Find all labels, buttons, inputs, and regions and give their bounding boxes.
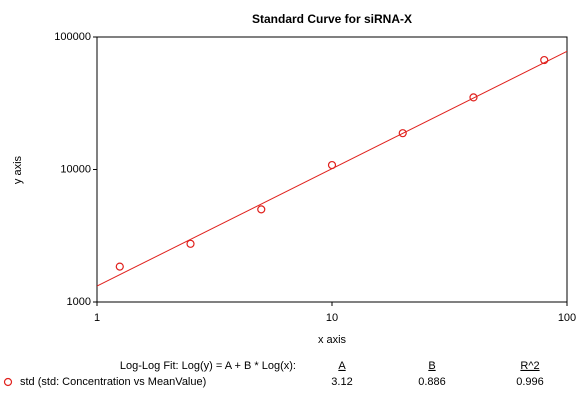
fit-label: Log-Log Fit: Log(y) = A + B * Log(x): xyxy=(120,360,296,372)
y-axis-label: y axis xyxy=(12,155,24,184)
data-point xyxy=(186,239,195,248)
x-axis-label: x axis xyxy=(318,334,347,346)
fit-header: R^2 xyxy=(520,360,539,372)
fit-header: A xyxy=(338,360,346,372)
x-tick-label: 1 xyxy=(94,312,100,324)
data-point xyxy=(115,262,124,271)
fit-value: 3.12 xyxy=(331,376,352,388)
y-tick-label: 1000 xyxy=(67,296,91,308)
y-tick-label: 10000 xyxy=(60,163,91,175)
legend-label: std (std: Concentration vs MeanValue) xyxy=(20,376,206,388)
plot-frame xyxy=(96,36,568,303)
data-point xyxy=(327,160,337,170)
legend-marker xyxy=(3,377,13,387)
data-point xyxy=(257,205,266,214)
y-tick-label: 100000 xyxy=(54,31,91,43)
fit-value: 0.996 xyxy=(516,376,544,388)
data-point xyxy=(398,129,407,138)
data-point xyxy=(540,55,549,65)
fit-header: B xyxy=(428,360,435,372)
fit-value: 0.886 xyxy=(418,376,446,388)
x-tick-label: 10 xyxy=(326,312,338,324)
data-point xyxy=(469,93,478,102)
x-tick-label: 100 xyxy=(558,312,576,324)
chart-title: Standard Curve for siRNA-X xyxy=(252,12,412,26)
